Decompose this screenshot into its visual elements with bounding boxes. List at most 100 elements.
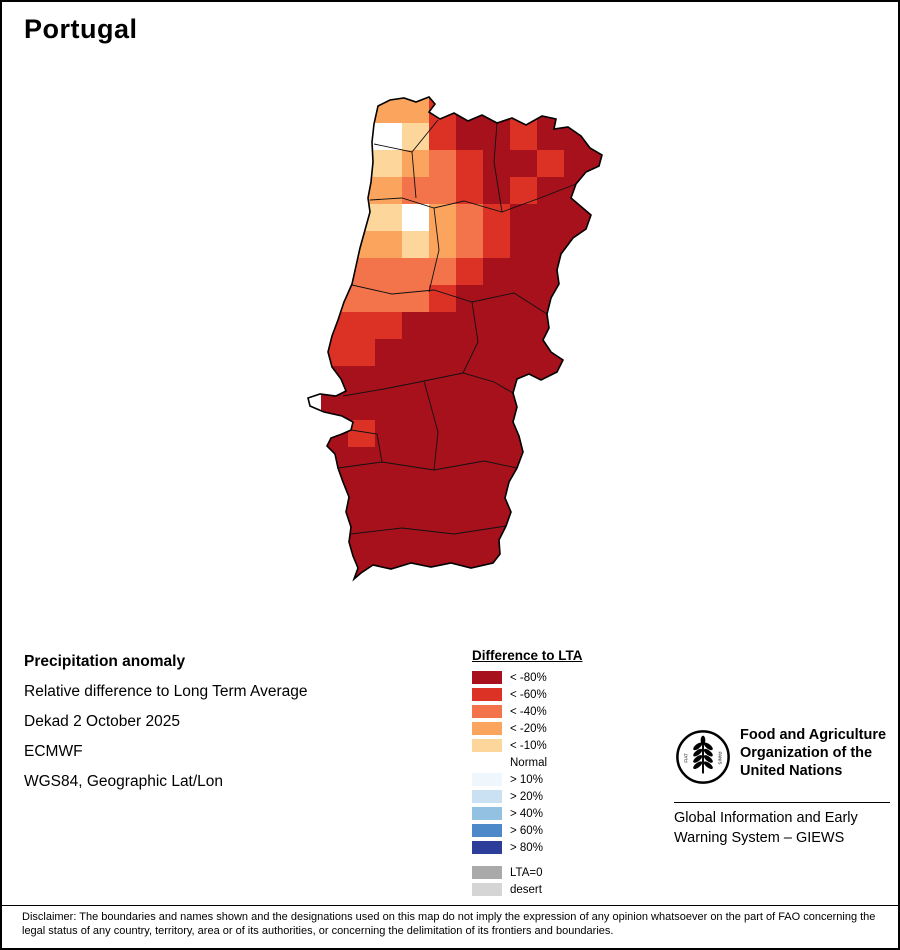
legend-item: < -40% bbox=[472, 703, 583, 720]
page-title: Portugal bbox=[24, 14, 138, 44]
legend-item: < -80% bbox=[472, 669, 583, 686]
grid-cell bbox=[429, 447, 457, 475]
disclaimer-text: Disclaimer: The boundaries and names sho… bbox=[22, 911, 876, 937]
grid-cell bbox=[402, 447, 430, 475]
legend-item: > 10% bbox=[472, 771, 583, 788]
grid-cell bbox=[429, 97, 457, 124]
grid-cell bbox=[483, 528, 511, 556]
legend-label: > 40% bbox=[510, 807, 543, 820]
grid-cell bbox=[429, 555, 457, 579]
legend-item: > 80% bbox=[472, 839, 583, 856]
disclaimer-divider bbox=[2, 905, 898, 906]
fao-block: FIAT PANIS Food and Agriculture Organiza… bbox=[674, 726, 890, 856]
grid-cell bbox=[429, 528, 457, 556]
grid-cell bbox=[591, 97, 602, 124]
grid-cell bbox=[456, 366, 484, 394]
map-info-line: WGS84, Geographic Lat/Lon bbox=[24, 773, 224, 790]
grid-cell bbox=[564, 447, 592, 475]
legend-label: < -20% bbox=[510, 722, 547, 735]
legend-item: < -60% bbox=[472, 686, 583, 703]
grid-cell bbox=[591, 420, 602, 448]
grid-cell bbox=[564, 285, 592, 313]
grid-cell bbox=[402, 528, 430, 556]
grid-cell bbox=[456, 555, 484, 579]
legend-swatch bbox=[472, 688, 502, 701]
legend-item: desert bbox=[472, 881, 583, 898]
grid-cell bbox=[348, 204, 376, 232]
grid-cell bbox=[402, 123, 430, 151]
grid-cell bbox=[375, 474, 403, 502]
grid-cell bbox=[321, 123, 349, 151]
giews-label: Global Information and Early Warning Sys… bbox=[674, 808, 858, 848]
grid-cell bbox=[591, 339, 602, 367]
grid-cell bbox=[321, 258, 349, 286]
grid-cell bbox=[591, 258, 602, 286]
legend-title: Difference to LTA bbox=[472, 648, 583, 663]
grid-cell bbox=[321, 393, 349, 421]
grid-cell bbox=[483, 447, 511, 475]
grid-cell bbox=[429, 474, 457, 502]
grid-cell bbox=[375, 339, 403, 367]
map-info-line: Dekad 2 October 2025 bbox=[24, 713, 180, 730]
grid-cell bbox=[321, 231, 349, 259]
grid-cell bbox=[591, 501, 602, 529]
grid-cell bbox=[456, 204, 484, 232]
grid-cell bbox=[429, 339, 457, 367]
grid-cell bbox=[402, 366, 430, 394]
grid-cell bbox=[375, 204, 403, 232]
grid-cell bbox=[510, 555, 538, 579]
grid-cell bbox=[537, 420, 565, 448]
country-outline bbox=[307, 96, 603, 582]
grid-cell bbox=[375, 231, 403, 259]
legend-label: > 10% bbox=[510, 773, 543, 786]
grid-cell bbox=[564, 97, 592, 124]
map-info-line: Relative difference to Long Term Average bbox=[24, 683, 308, 700]
grid-cell bbox=[510, 528, 538, 556]
grid-cell bbox=[537, 204, 565, 232]
grid-cell bbox=[402, 474, 430, 502]
grid-cell bbox=[510, 312, 538, 340]
grid-cell bbox=[348, 97, 376, 124]
legend-extra-items: LTA=0 desert bbox=[472, 864, 583, 898]
grid-cell bbox=[537, 312, 565, 340]
fao-name: Food and Agriculture Organization of the… bbox=[740, 726, 890, 780]
grid-cell bbox=[564, 528, 592, 556]
grid-cell bbox=[321, 177, 349, 205]
fao-motto-fiat: FIAT bbox=[684, 753, 689, 763]
grid-cell bbox=[321, 447, 349, 475]
grid-cell bbox=[537, 474, 565, 502]
grid-cell bbox=[402, 339, 430, 367]
legend-label: Normal bbox=[510, 756, 548, 769]
legend-label: > 80% bbox=[510, 841, 543, 854]
grid-cell bbox=[483, 312, 511, 340]
grid-cell bbox=[537, 177, 565, 205]
grid-cell bbox=[591, 177, 602, 205]
legend-label: < -80% bbox=[510, 671, 547, 684]
grid-cell bbox=[375, 420, 403, 448]
giews-line: Warning System – GIEWS bbox=[674, 830, 845, 846]
grid-cell bbox=[321, 150, 349, 178]
grid-cell bbox=[537, 393, 565, 421]
legend-swatch bbox=[472, 807, 502, 820]
grid-cell bbox=[483, 474, 511, 502]
grid-cell bbox=[456, 123, 484, 151]
legend-item: > 40% bbox=[472, 805, 583, 822]
grid-cell bbox=[375, 177, 403, 205]
precipitation-grid-cells bbox=[321, 97, 602, 579]
grid-cell bbox=[348, 447, 376, 475]
grid-cell bbox=[429, 420, 457, 448]
grid-cell bbox=[510, 474, 538, 502]
grid-cell bbox=[402, 258, 430, 286]
grid-cell bbox=[456, 97, 484, 124]
grid-cell bbox=[402, 204, 430, 232]
grid-cell bbox=[348, 501, 376, 529]
map-info: Precipitation anomaly Relative differenc… bbox=[24, 647, 308, 797]
grid-cell bbox=[321, 312, 349, 340]
fao-name-line: United Nations bbox=[740, 763, 843, 779]
grid-cell bbox=[375, 312, 403, 340]
legend-swatch bbox=[472, 824, 502, 837]
grid-cell bbox=[537, 528, 565, 556]
grid-cell bbox=[348, 312, 376, 340]
grid-cell bbox=[456, 177, 484, 205]
